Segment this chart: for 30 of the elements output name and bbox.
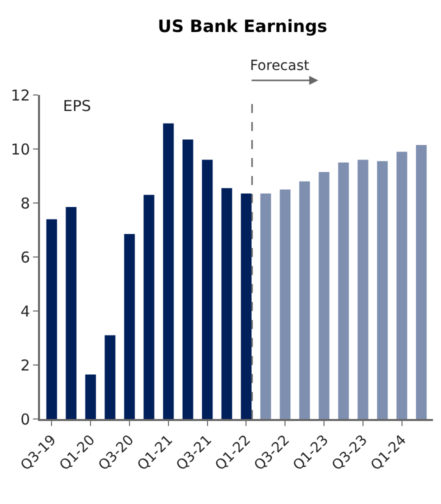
chart-title: US Bank Earnings <box>158 17 328 38</box>
y-tick-label: 4 <box>20 302 30 320</box>
y-tick-label: 10 <box>10 140 30 158</box>
bar <box>280 190 290 419</box>
bar <box>124 234 135 419</box>
bar <box>66 207 76 419</box>
y-axis-title: EPS <box>63 97 92 115</box>
y-tick-label: 2 <box>20 356 30 374</box>
bar <box>144 194 154 419</box>
ref-line-label: Forecast <box>250 58 310 74</box>
y-tick-label: 8 <box>20 194 30 212</box>
bar <box>358 160 368 419</box>
bar <box>318 172 330 419</box>
bar <box>338 162 349 419</box>
bar <box>46 219 58 419</box>
bar <box>202 160 213 419</box>
bar <box>396 152 408 419</box>
bar <box>182 140 194 419</box>
y-tick-label: 12 <box>10 86 30 104</box>
bar <box>85 374 96 419</box>
bar <box>240 194 252 419</box>
bar <box>299 181 310 419</box>
bar <box>377 161 388 419</box>
bar <box>221 188 232 419</box>
y-tick-label: 0 <box>20 410 30 428</box>
bar <box>416 144 427 419</box>
y-tick-label: 6 <box>20 248 30 266</box>
bar <box>104 335 116 419</box>
bar <box>260 194 272 419</box>
bar <box>163 123 174 419</box>
